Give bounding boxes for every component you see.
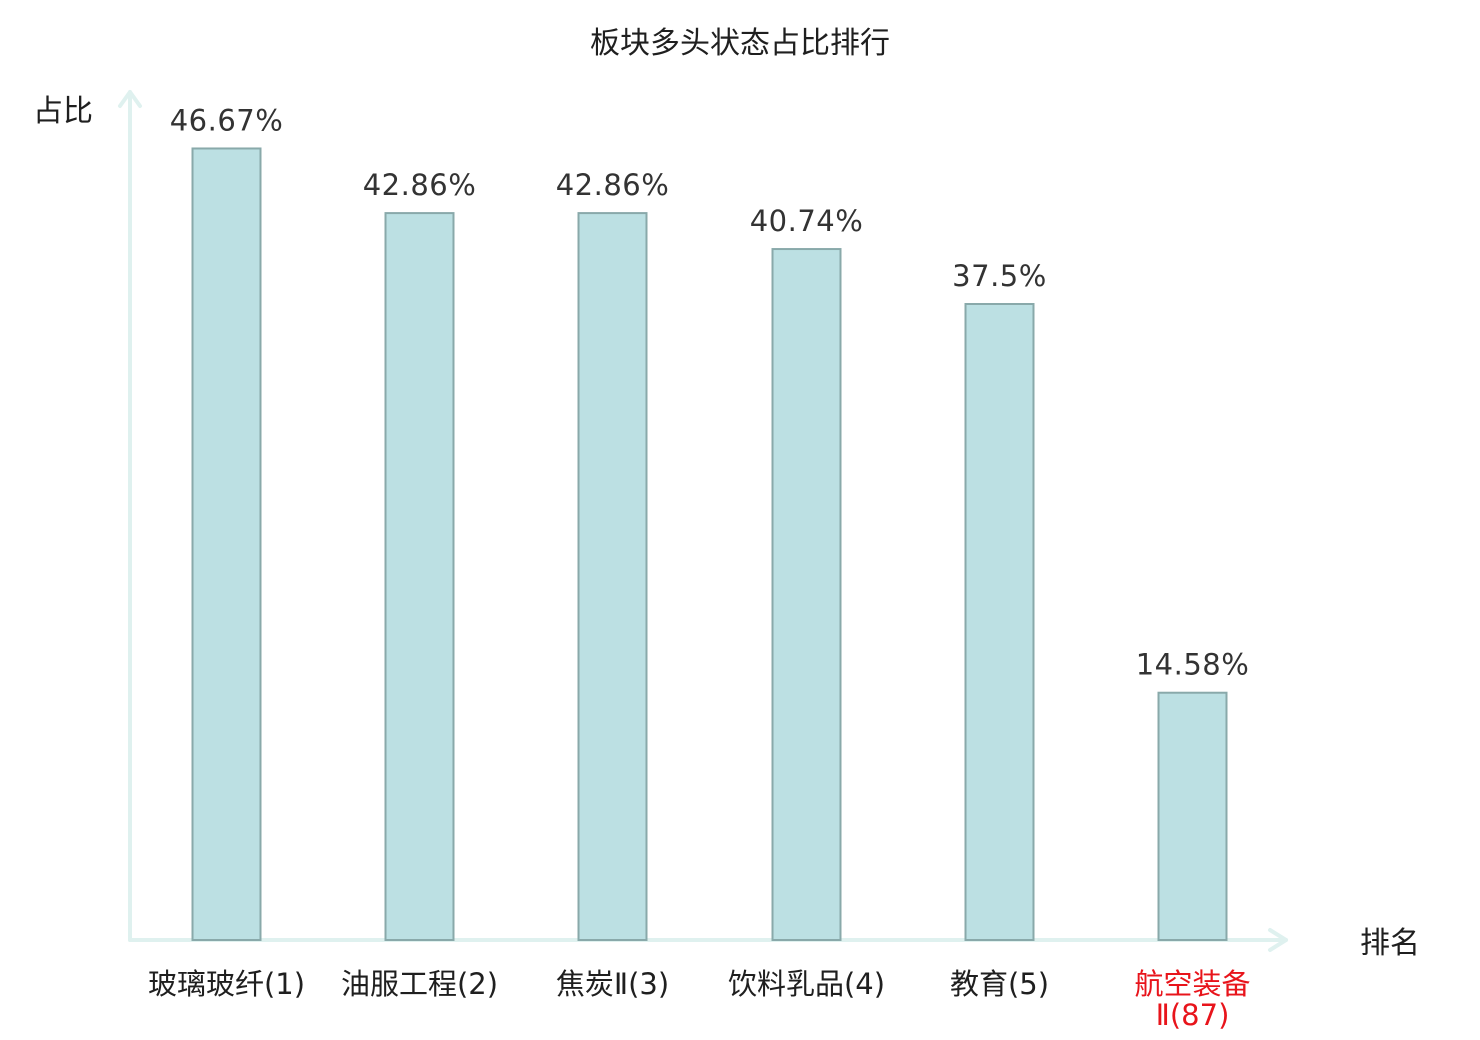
bar-6 bbox=[1157, 691, 1228, 941]
category-label-2: 油服工程(2) bbox=[341, 967, 498, 1001]
data-label-1: 46.67% bbox=[170, 103, 284, 137]
category-label-3: 焦炭Ⅱ(3) bbox=[556, 967, 669, 1001]
chart-title: 板块多头状态占比排行 bbox=[590, 26, 890, 61]
data-labels: 46.67% 42.86% 42.86% 40.74% 37.5% 14.58% bbox=[170, 103, 1250, 682]
category-label-6-line-2: Ⅱ(87) bbox=[1156, 998, 1230, 1032]
category-label-1: 玻璃玻纤(1) bbox=[148, 967, 305, 1001]
bar-4 bbox=[771, 248, 842, 941]
bar-5 bbox=[964, 303, 1035, 941]
y-axis-label: 占比 bbox=[33, 94, 93, 129]
data-label-6: 14.58% bbox=[1136, 648, 1250, 682]
x-axis-label: 排名 bbox=[1360, 926, 1420, 961]
data-label-2: 42.86% bbox=[363, 168, 477, 202]
category-label-4: 饮料乳品(4) bbox=[728, 967, 885, 1001]
bar-series bbox=[191, 147, 1228, 941]
category-label-6-line-1: 航空装备 bbox=[1134, 967, 1250, 1001]
data-label-5: 37.5% bbox=[952, 259, 1047, 293]
x-axis-arrow bbox=[1268, 928, 1288, 952]
data-label-4: 40.74% bbox=[750, 204, 864, 238]
category-label-5: 教育(5) bbox=[950, 967, 1049, 1001]
data-label-3: 42.86% bbox=[556, 168, 670, 202]
bar-3 bbox=[577, 212, 648, 941]
bar-1 bbox=[191, 147, 262, 941]
bar-2 bbox=[384, 212, 455, 941]
category-labels: 玻璃玻纤(1) 油服工程(2) 焦炭Ⅱ(3) 饮料乳品(4) 教育(5) 航空装备Ⅱ(87… bbox=[148, 967, 1251, 1032]
axes bbox=[118, 90, 1288, 952]
y-axis-arrow bbox=[118, 90, 142, 108]
